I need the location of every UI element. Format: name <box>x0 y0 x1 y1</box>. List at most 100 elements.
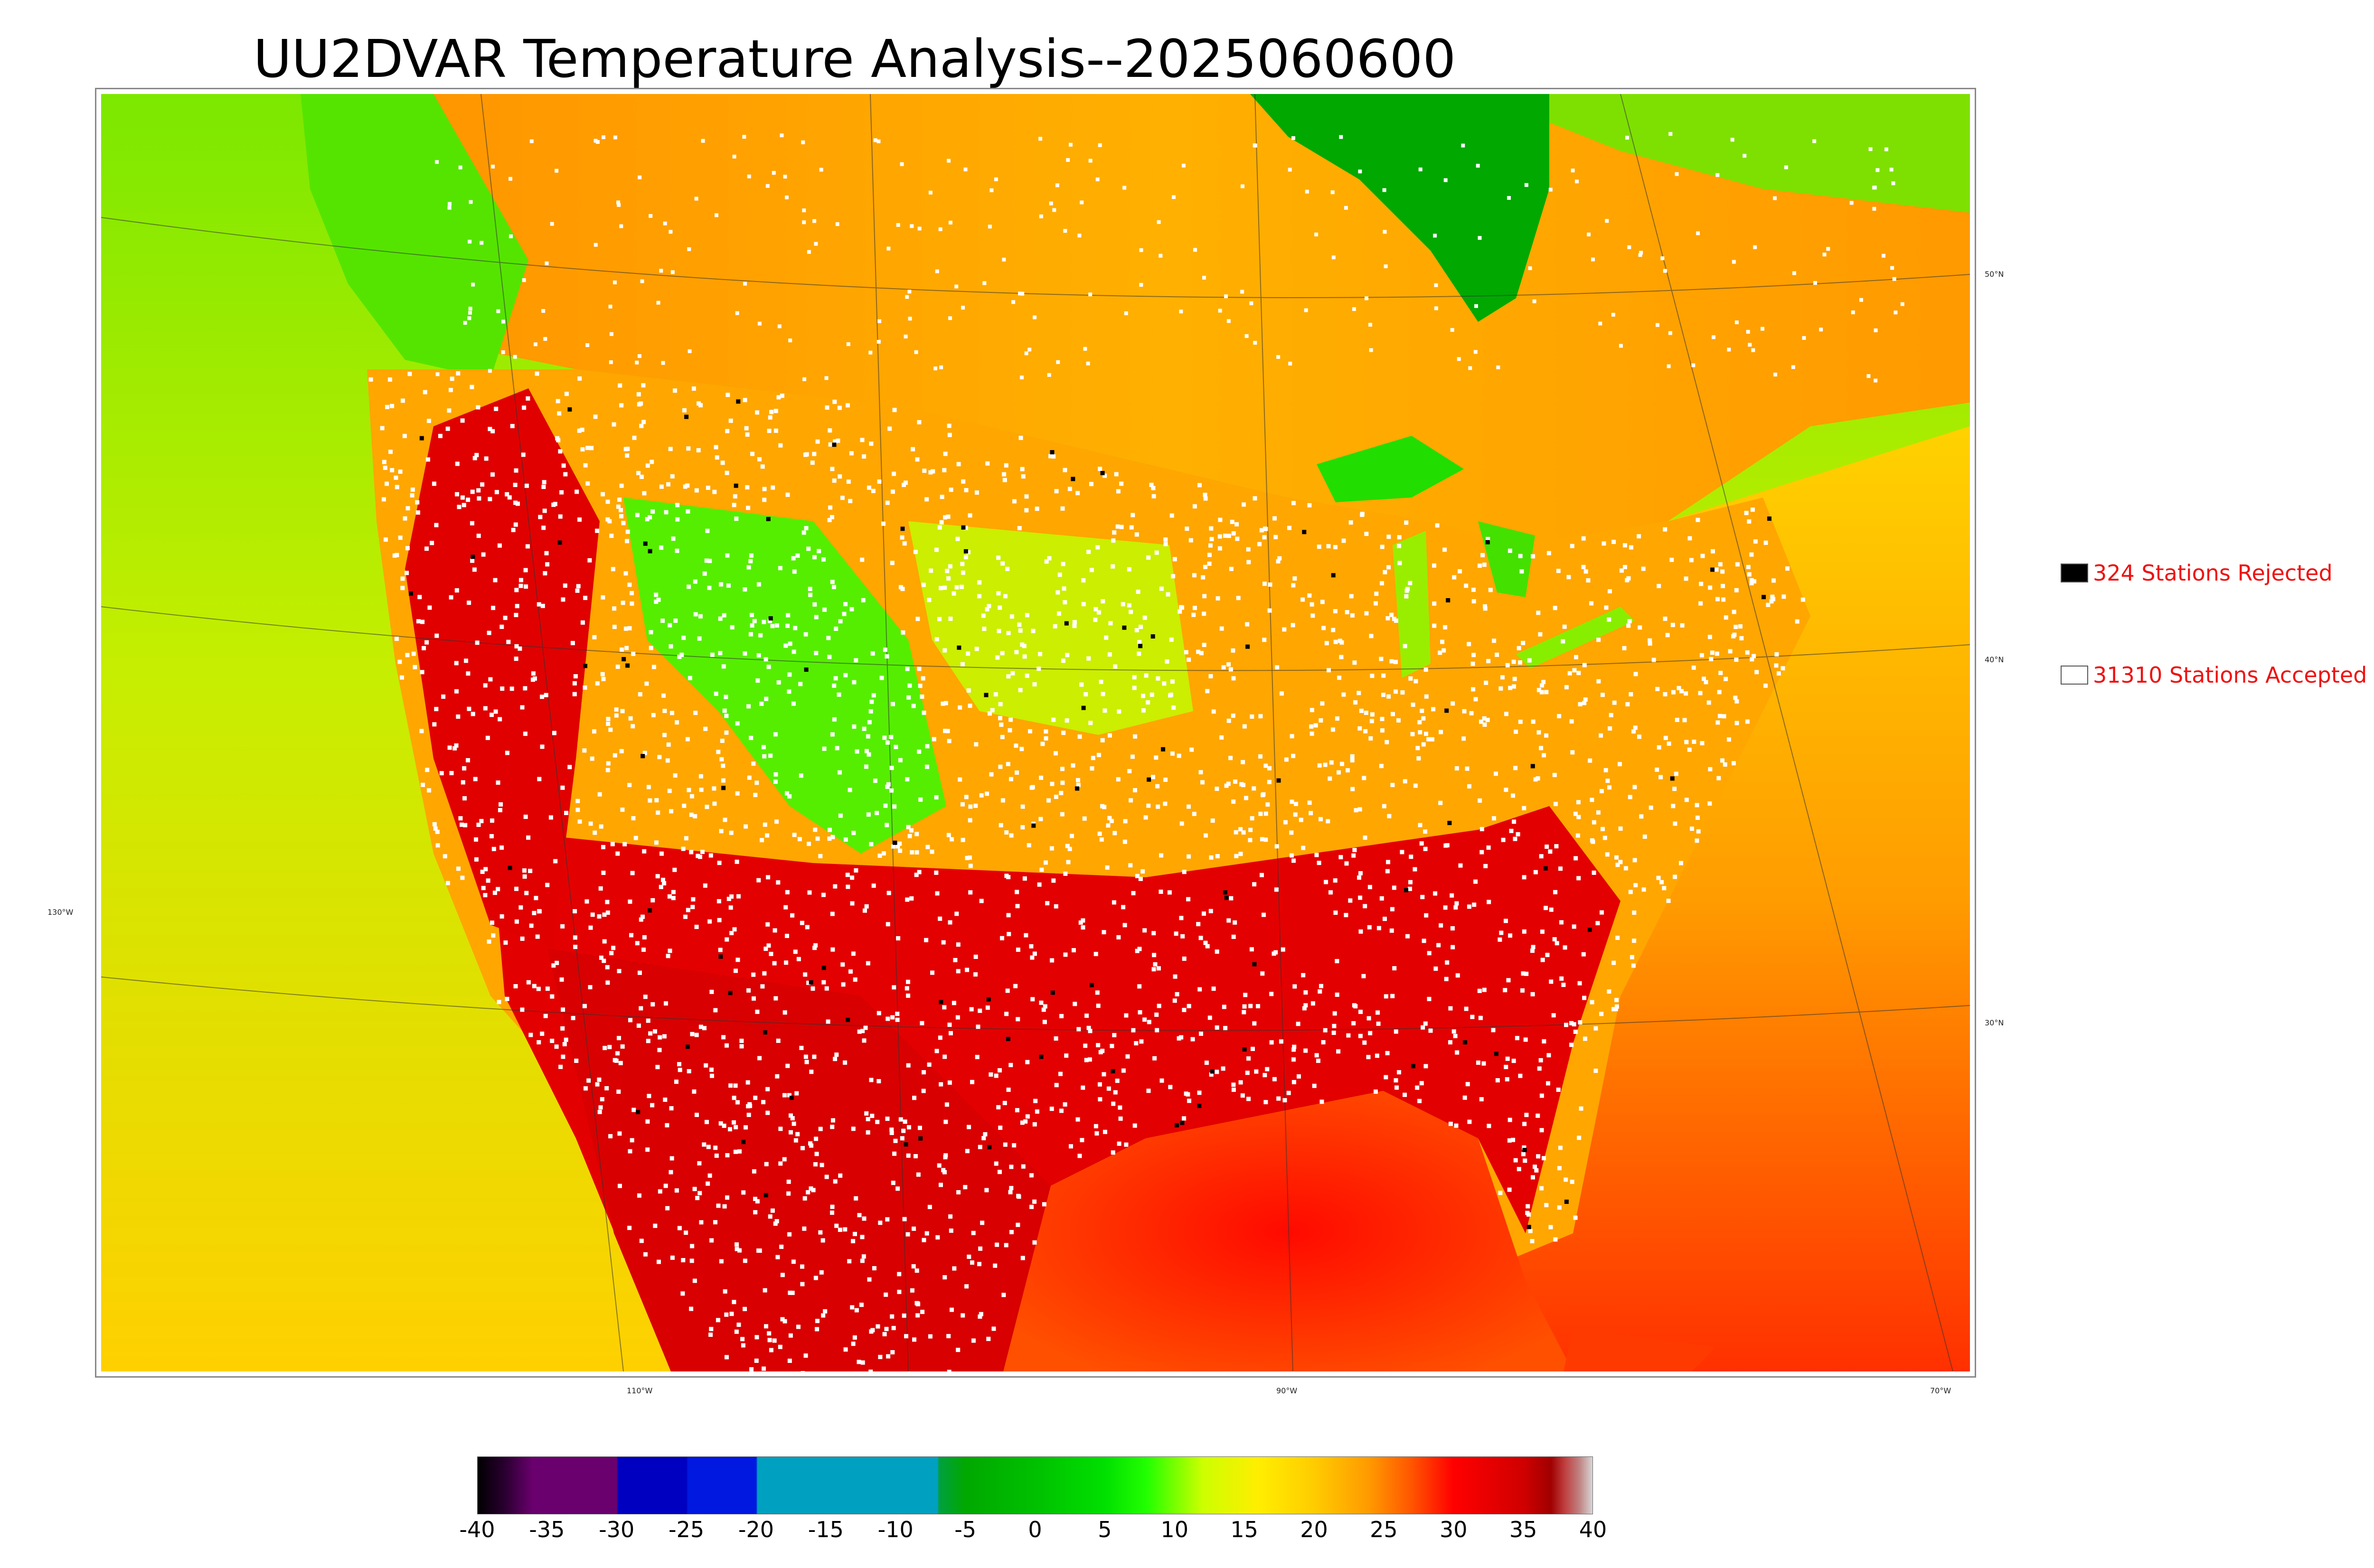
accepted-station-marker <box>1274 844 1279 849</box>
accepted-station-marker <box>769 410 774 414</box>
accepted-station-marker <box>528 1033 533 1037</box>
accepted-station-marker <box>1330 727 1335 732</box>
accepted-station-marker <box>1351 853 1356 858</box>
accepted-station-marker <box>513 483 518 487</box>
accepted-station-marker <box>639 423 644 428</box>
accepted-station-marker <box>1427 996 1432 1001</box>
accepted-station-marker <box>1576 800 1581 805</box>
accepted-station-marker <box>469 200 473 204</box>
accepted-station-marker <box>619 514 623 518</box>
accepted-station-marker <box>553 859 558 864</box>
accepted-station-marker <box>1080 200 1084 205</box>
accepted-station-marker <box>946 833 951 837</box>
accepted-station-marker <box>1695 803 1699 807</box>
accepted-station-marker <box>1390 994 1395 998</box>
accepted-station-marker <box>1696 231 1700 235</box>
accepted-station-marker <box>942 648 947 653</box>
accepted-station-marker <box>851 831 856 836</box>
accepted-station-marker <box>1115 524 1120 529</box>
accepted-station-marker <box>924 938 929 942</box>
accepted-station-marker <box>593 830 597 835</box>
accepted-station-marker <box>1050 781 1055 786</box>
accepted-station-marker <box>1709 657 1714 661</box>
accepted-station-marker <box>1202 276 1206 280</box>
accepted-station-marker <box>392 553 397 558</box>
accepted-station-marker <box>670 711 674 715</box>
accepted-station-marker <box>1119 481 1124 486</box>
accepted-station-marker <box>599 956 603 960</box>
accepted-station-marker <box>736 894 741 899</box>
accepted-station-marker <box>1389 659 1394 664</box>
accepted-station-marker <box>1583 569 1588 574</box>
accepted-station-marker <box>1138 876 1143 881</box>
accepted-station-marker <box>1511 659 1516 664</box>
accepted-station-marker <box>897 1289 902 1294</box>
accepted-station-marker <box>1208 909 1213 913</box>
rejected-station-marker <box>1463 1040 1468 1045</box>
accepted-station-marker <box>1067 846 1072 851</box>
accepted-station-marker <box>895 844 900 849</box>
accepted-station-marker <box>1409 854 1413 859</box>
accepted-station-marker <box>471 712 475 716</box>
accepted-station-marker <box>1317 861 1321 865</box>
accepted-station-marker <box>735 1100 740 1105</box>
accepted-station-marker <box>637 1193 641 1198</box>
accepted-station-marker <box>662 732 667 737</box>
rejected-station-marker <box>471 554 475 559</box>
accepted-station-marker <box>965 1149 970 1154</box>
accepted-station-marker <box>909 896 914 901</box>
accepted-station-marker <box>1016 948 1020 952</box>
rejected-station-marker <box>1081 705 1086 710</box>
accepted-station-marker <box>559 490 564 495</box>
accepted-station-marker <box>1379 657 1384 661</box>
map-panel[interactable] <box>95 88 1976 1378</box>
accepted-station-marker <box>1078 920 1083 925</box>
accepted-station-marker <box>1506 978 1511 983</box>
accepted-station-marker <box>724 714 729 718</box>
accepted-station-marker <box>851 1127 856 1131</box>
accepted-station-marker <box>590 756 594 761</box>
accepted-station-marker <box>593 414 598 419</box>
rejected-station-marker <box>1762 595 1766 600</box>
accepted-station-marker <box>988 711 992 716</box>
accepted-station-marker <box>1077 734 1082 739</box>
accepted-station-marker <box>1432 601 1437 606</box>
accepted-station-marker <box>823 1309 828 1314</box>
accepted-station-marker <box>1625 578 1630 582</box>
accepted-station-marker <box>689 1306 694 1311</box>
accepted-station-marker <box>617 1036 621 1041</box>
accepted-station-marker <box>1692 740 1696 744</box>
accepted-station-marker <box>556 399 560 404</box>
accepted-station-marker <box>499 802 503 807</box>
accepted-station-marker <box>1163 537 1168 542</box>
accepted-station-marker <box>977 580 982 585</box>
lon-label-130w: 130°W <box>47 908 74 917</box>
accepted-station-marker <box>1564 1177 1568 1182</box>
temperature-map[interactable] <box>101 94 1970 1371</box>
accepted-station-marker <box>1376 926 1381 930</box>
accepted-station-marker <box>435 843 440 848</box>
accepted-station-marker <box>640 279 644 283</box>
accepted-station-marker <box>1167 890 1172 895</box>
accepted-station-marker <box>625 453 630 458</box>
accepted-station-marker <box>499 845 504 850</box>
accepted-station-marker <box>895 1186 900 1191</box>
accepted-station-marker <box>541 526 546 530</box>
accepted-station-marker <box>1234 854 1239 858</box>
accepted-station-marker <box>1137 947 1142 951</box>
accepted-station-marker <box>710 1073 714 1078</box>
accepted-station-marker <box>639 917 643 922</box>
accepted-station-marker <box>764 696 769 701</box>
accepted-station-marker <box>684 836 688 841</box>
accepted-station-marker <box>867 720 872 724</box>
accepted-station-marker <box>1396 718 1401 723</box>
accepted-station-marker <box>617 203 621 207</box>
accepted-station-marker <box>918 684 923 688</box>
accepted-station-marker <box>705 528 710 533</box>
accepted-station-marker <box>694 488 699 493</box>
accepted-station-marker <box>604 1086 609 1090</box>
accepted-station-marker <box>743 651 747 656</box>
accepted-station-marker <box>821 980 826 985</box>
accepted-station-marker <box>532 984 537 988</box>
accepted-station-marker <box>1009 1164 1014 1169</box>
